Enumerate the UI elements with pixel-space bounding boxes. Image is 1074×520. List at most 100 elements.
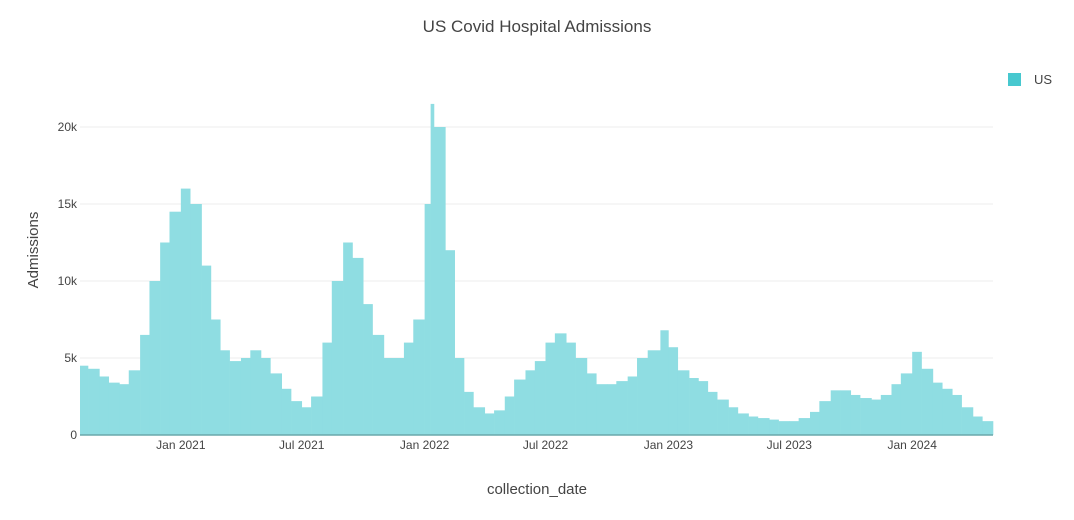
bar: [871, 399, 882, 435]
bar: [433, 127, 446, 435]
bar: [363, 304, 373, 435]
bar: [301, 407, 312, 435]
bar: [445, 250, 455, 435]
bar: [554, 333, 567, 435]
bar: [80, 365, 89, 435]
bar: [352, 257, 364, 435]
bar: [108, 382, 120, 435]
bar: [250, 350, 262, 435]
bar: [201, 265, 212, 435]
bar: [88, 368, 100, 435]
x-tick-label: Jan 2023: [644, 438, 694, 452]
bar: [840, 390, 852, 435]
bar: [891, 384, 902, 435]
bar: [525, 370, 536, 435]
bar: [850, 394, 861, 435]
bar: [281, 388, 292, 435]
bar: [229, 361, 242, 435]
bar: [270, 373, 283, 435]
bar: [128, 370, 141, 435]
y-tick-label: 20k: [58, 120, 78, 134]
bar: [757, 418, 770, 435]
bar: [689, 378, 699, 435]
bar: [180, 188, 191, 435]
bar: [769, 419, 779, 435]
bar: [240, 358, 251, 435]
x-tick-labels: Jan 2021 Jul 2021 Jan 2022 Jul 2022 Jan 2023…: [156, 438, 937, 452]
bar: [860, 398, 872, 435]
bar: [942, 388, 953, 435]
bar: [322, 342, 333, 435]
bar: [220, 350, 230, 435]
bar: [413, 319, 425, 435]
bar: [99, 376, 110, 435]
y-tick-label: 0: [70, 428, 77, 442]
bar: [464, 391, 474, 435]
bar: [514, 379, 526, 435]
x-axis-label: collection_date: [487, 481, 587, 498]
bar: [473, 407, 486, 435]
bar: [616, 381, 628, 435]
bar: [737, 413, 749, 435]
bar: [707, 391, 718, 435]
y-axis-label: Admissions: [25, 212, 42, 289]
bar: [932, 382, 943, 435]
bar: [637, 358, 649, 435]
y-tick-label: 5k: [64, 351, 78, 365]
bar: [484, 413, 495, 435]
bar: [789, 421, 799, 435]
bar: [494, 410, 506, 435]
bar: [748, 416, 759, 435]
bar: [596, 384, 608, 435]
bar: [627, 376, 638, 435]
bar: [372, 334, 385, 435]
bar: [660, 330, 669, 435]
bar: [575, 358, 588, 435]
bar: [900, 373, 913, 435]
bar: [331, 281, 344, 435]
bar: [586, 373, 597, 435]
y-tick-label: 10k: [58, 274, 78, 288]
bar: [140, 334, 150, 435]
bar: [393, 358, 405, 435]
bar: [677, 370, 690, 435]
bar: [169, 211, 182, 435]
bar: [160, 242, 170, 435]
legend-swatch-us[interactable]: [1008, 73, 1021, 86]
bar: [119, 384, 130, 435]
legend-label-us[interactable]: US: [1034, 72, 1052, 87]
bar: [504, 396, 515, 435]
bar: [210, 319, 221, 435]
bar: [972, 416, 983, 435]
bar: [819, 401, 832, 435]
bar: [647, 350, 661, 435]
bar: [668, 347, 679, 435]
bar: [430, 103, 435, 436]
legend[interactable]: US: [1008, 72, 1052, 87]
bar: [952, 394, 962, 435]
bars: [80, 103, 994, 436]
x-tick-label: Jul 2022: [523, 438, 569, 452]
bar: [982, 421, 994, 435]
gridlines: [80, 126, 993, 359]
y-tick-label: 15k: [58, 197, 78, 211]
bar: [809, 411, 820, 435]
bar: [798, 418, 811, 435]
bar: [830, 390, 841, 435]
bar: [260, 358, 271, 435]
x-tick-label: Jan 2021: [156, 438, 206, 452]
bar: [545, 342, 556, 435]
y-tick-labels: 0 5k 10k 15k 20k: [58, 120, 78, 442]
bar: [728, 407, 739, 435]
bar: [343, 242, 353, 435]
chart-title: US Covid Hospital Admissions: [423, 17, 652, 36]
bar: [921, 368, 934, 435]
bar: [190, 204, 202, 435]
bar: [566, 342, 576, 435]
bar: [383, 358, 394, 435]
bar: [717, 399, 729, 435]
bar: [291, 401, 303, 435]
bar: [778, 421, 790, 435]
bar: [961, 407, 974, 435]
